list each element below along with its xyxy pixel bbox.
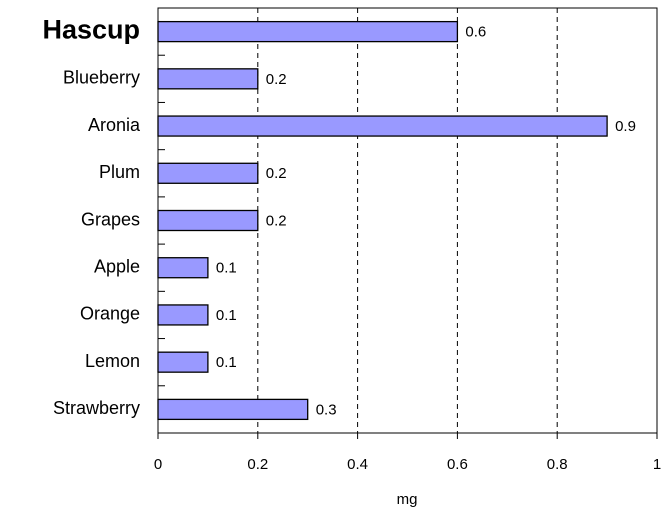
x-tick-label: 0	[154, 456, 162, 473]
x-tick-label: 1	[653, 456, 661, 473]
value-label: 0.1	[216, 307, 237, 324]
y-tick-label: Strawberry	[53, 398, 140, 418]
y-tick-label: Orange	[80, 304, 140, 324]
bar	[157, 68, 259, 90]
y-tick-label: Aronia	[88, 115, 141, 135]
value-label: 0.6	[465, 24, 486, 41]
bar	[157, 398, 309, 421]
bar	[157, 351, 209, 373]
value-label: 0.2	[266, 212, 287, 229]
x-tick-label: 0.6	[447, 456, 468, 473]
x-tick-label: 0.4	[347, 456, 368, 473]
bar	[157, 257, 209, 279]
y-tick-label: Blueberry	[63, 68, 140, 88]
value-label: 0.1	[216, 260, 237, 277]
x-tick-label: 0.2	[247, 456, 268, 473]
value-label: 0.3	[316, 401, 337, 418]
value-label: 0.9	[615, 118, 636, 135]
bar	[157, 162, 259, 184]
y-tick-label: Plum	[99, 162, 140, 182]
bar	[157, 115, 608, 137]
value-label: 0.1	[216, 354, 237, 371]
bar	[157, 20, 459, 43]
bar	[157, 304, 209, 326]
y-tick-label: Grapes	[81, 209, 140, 229]
x-axis-label: mg	[397, 491, 418, 508]
bar	[157, 209, 259, 232]
x-tick-label: 0.8	[547, 456, 568, 473]
value-label: 0.2	[266, 165, 287, 182]
value-label: 0.2	[266, 71, 287, 88]
y-tick-label: Lemon	[85, 351, 140, 371]
y-tick-label: Apple	[94, 256, 140, 276]
y-tick-label: Hascup	[42, 15, 140, 45]
